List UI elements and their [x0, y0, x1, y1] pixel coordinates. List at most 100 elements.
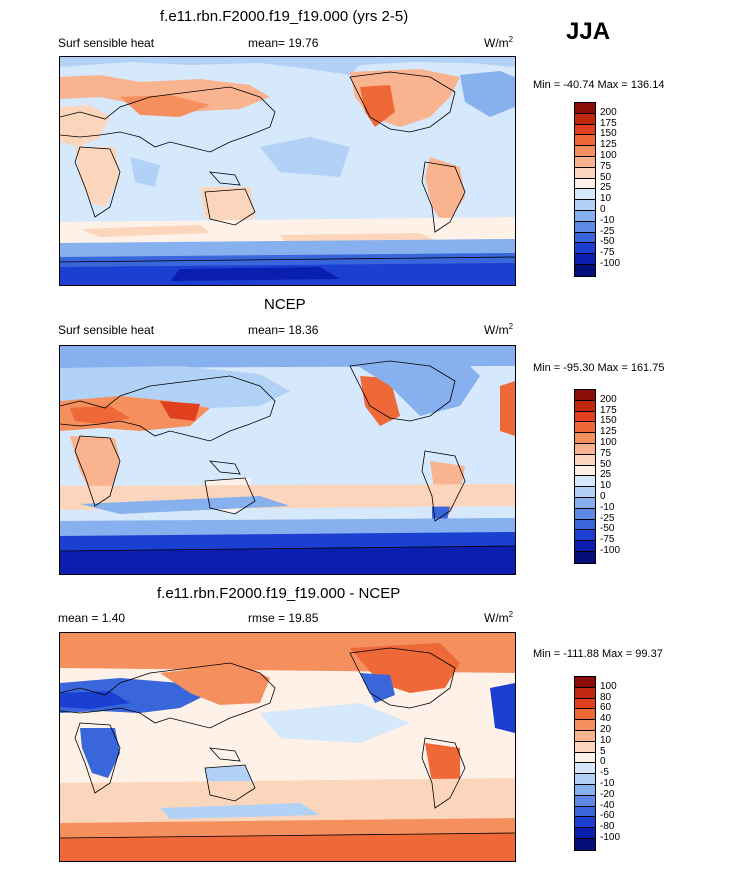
colorbar-tick-label: 175	[600, 404, 617, 416]
panel1-map	[59, 56, 516, 286]
colorbar-tick-label: 200	[600, 393, 617, 405]
colorbar-swatch	[575, 530, 595, 542]
panel2-variable-label: Surf sensible heat	[58, 323, 155, 337]
colorbar-swatch	[575, 113, 595, 125]
colorbar-tick-label: 75	[600, 160, 612, 172]
panel3-title: f.e11.rbn.F2000.f19_f19.000 - NCEP	[157, 585, 401, 602]
colorbar-swatch	[575, 210, 595, 222]
panel2-mean-label: mean= 18.36	[248, 323, 319, 337]
panel2-units: W/m2	[484, 322, 514, 338]
colorbar-swatch	[575, 741, 595, 753]
panel1-mean-label: mean= 19.76	[248, 36, 319, 50]
colorbar-tick-label: 100	[600, 680, 617, 692]
colorbar-swatch	[575, 709, 595, 721]
colorbar-tick-label: 25	[600, 182, 612, 194]
colorbar-tick-label: 0	[600, 204, 606, 215]
colorbar-swatch	[575, 443, 595, 455]
panel1-minmax: Min = -40.74 Max = 136.14	[533, 79, 665, 91]
colorbar-swatch	[575, 433, 595, 444]
colorbar-swatch	[575, 221, 595, 233]
colorbar-tick-label: -40	[600, 799, 615, 811]
colorbar-tick-label: 0	[600, 756, 606, 768]
panel3-mean-label: mean = 1.40	[58, 611, 126, 625]
colorbar-tick-label: -50	[600, 523, 615, 535]
colorbar-tick-label: -100	[600, 258, 621, 269]
colorbar-swatch	[575, 838, 595, 850]
colorbar-tick-label: 60	[600, 702, 612, 714]
colorbar-tick-label: 50	[600, 171, 612, 183]
colorbar-swatch	[575, 698, 595, 710]
colorbar-swatch	[575, 189, 595, 201]
panel1-colorbar	[574, 102, 596, 277]
colorbar-tick-label: 20	[600, 724, 612, 735]
colorbar-swatch	[575, 254, 595, 265]
colorbar-swatch	[575, 232, 595, 244]
colorbar-swatch	[575, 390, 595, 401]
colorbar-swatch	[575, 677, 595, 688]
panel3-map	[59, 632, 516, 862]
colorbar-tick-label: -50	[600, 236, 615, 248]
colorbar-tick-label: 10	[600, 734, 612, 746]
colorbar-tick-label: -75	[600, 534, 615, 546]
colorbar-swatch	[575, 763, 595, 775]
colorbar-swatch	[575, 752, 595, 764]
colorbar-tick-label: -60	[600, 810, 615, 822]
colorbar-tick-label: 10	[600, 193, 612, 205]
colorbar-tick-label: 100	[600, 437, 617, 448]
colorbar-swatch	[575, 200, 595, 211]
colorbar-tick-label: -25	[600, 225, 615, 237]
colorbar-tick-label: 150	[600, 415, 617, 427]
colorbar-swatch	[575, 465, 595, 477]
panel3-units: W/m2	[484, 610, 514, 626]
colorbar-swatch	[575, 784, 595, 796]
panel2-map	[59, 345, 516, 575]
colorbar-swatch	[575, 508, 595, 520]
colorbar-tick-label: -100	[600, 545, 621, 556]
panel1-variable-label: Surf sensible heat	[58, 36, 155, 50]
colorbar-tick-label: -5	[600, 767, 609, 779]
colorbar-swatch	[575, 551, 595, 563]
colorbar-tick-label: 80	[600, 691, 612, 703]
colorbar-swatch	[575, 167, 595, 179]
panel2-title: NCEP	[264, 296, 306, 313]
colorbar-swatch	[575, 411, 595, 423]
colorbar-tick-label: -20	[600, 788, 615, 800]
colorbar-swatch	[575, 178, 595, 190]
panel2-colorbar	[574, 389, 596, 564]
colorbar-swatch	[575, 541, 595, 552]
colorbar-tick-label: 125	[600, 426, 617, 438]
colorbar-tick-label: 5	[600, 745, 606, 757]
colorbar-tick-label: -10	[600, 778, 615, 789]
panel3-colorbar	[574, 676, 596, 851]
colorbar-swatch	[575, 243, 595, 255]
colorbar-swatch	[575, 146, 595, 157]
season-label: JJA	[566, 18, 611, 45]
colorbar-tick-label: 200	[600, 106, 617, 118]
colorbar-tick-label: -25	[600, 512, 615, 524]
colorbar-tick-label: -100	[600, 832, 621, 843]
colorbar-swatch	[575, 774, 595, 785]
colorbar-swatch	[575, 135, 595, 147]
colorbar-tick-label: 75	[600, 447, 612, 459]
colorbar-swatch	[575, 720, 595, 731]
colorbar-swatch	[575, 730, 595, 742]
panel1-units: W/m2	[484, 35, 514, 51]
panel1-title: f.e11.rbn.F2000.f19_f19.000 (yrs 2-5)	[160, 8, 409, 25]
colorbar-tick-label: 100	[600, 150, 617, 161]
panel3-minmax: Min = -111.88 Max = 99.37	[533, 648, 663, 660]
colorbar-swatch	[575, 687, 595, 699]
colorbar-tick-label: 10	[600, 480, 612, 492]
colorbar-swatch	[575, 264, 595, 276]
colorbar-tick-label: 0	[600, 491, 606, 502]
colorbar-swatch	[575, 795, 595, 807]
colorbar-swatch	[575, 806, 595, 818]
colorbar-tick-label: 175	[600, 117, 617, 129]
colorbar-tick-label: 25	[600, 469, 612, 481]
panel2-minmax: Min = -95.30 Max = 161.75	[533, 362, 665, 374]
colorbar-tick-label: -75	[600, 247, 615, 259]
colorbar-tick-label: -10	[600, 214, 615, 226]
colorbar-swatch	[575, 487, 595, 498]
colorbar-tick-label: 40	[600, 713, 612, 725]
colorbar-swatch	[575, 497, 595, 509]
colorbar-tick-label: 125	[600, 139, 617, 151]
